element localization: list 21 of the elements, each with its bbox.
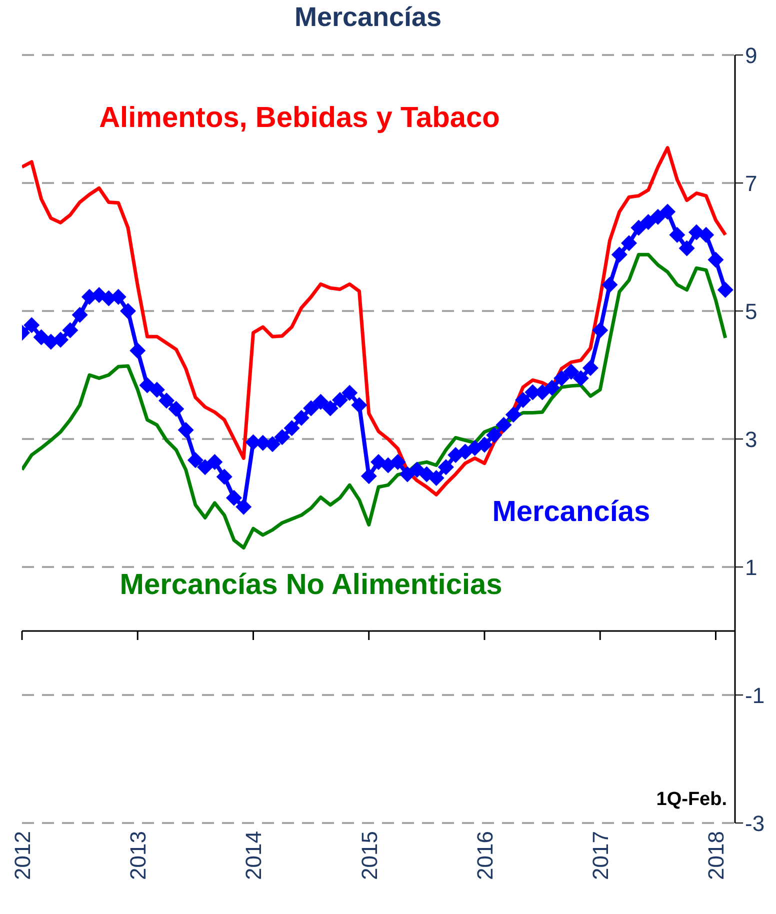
line-series — [22, 252, 728, 550]
series-label: Alimentos, Bebidas y Tabaco — [98, 102, 501, 135]
x-tick-label: 2015 — [356, 831, 382, 880]
y-tick-label: 7 — [745, 170, 758, 196]
text: Mercancías No Alimenticias — [118, 569, 504, 602]
x-tick-label: 2016 — [472, 831, 498, 880]
y-tick-label: -1 — [745, 682, 765, 708]
series-label: Mercancías — [491, 496, 652, 529]
chart-title: Mercancías — [293, 2, 443, 33]
y-tick-label: 1 — [745, 554, 758, 580]
line-series — [22, 146, 728, 496]
annotation: 1Q-Feb. — [656, 789, 727, 811]
x-tick-label: 2013 — [126, 831, 151, 880]
y-tick-label: 9 — [745, 42, 758, 68]
y-tick-label: 5 — [745, 298, 758, 324]
x-tick-label: 2014 — [241, 831, 266, 880]
y-tick-label: 3 — [745, 426, 758, 452]
x-tick-label: 2018 — [704, 831, 729, 880]
x-tick-label: 2017 — [588, 831, 614, 880]
y-tick-label: -3 — [745, 810, 765, 836]
x-tick-label: 2012 — [10, 831, 35, 880]
